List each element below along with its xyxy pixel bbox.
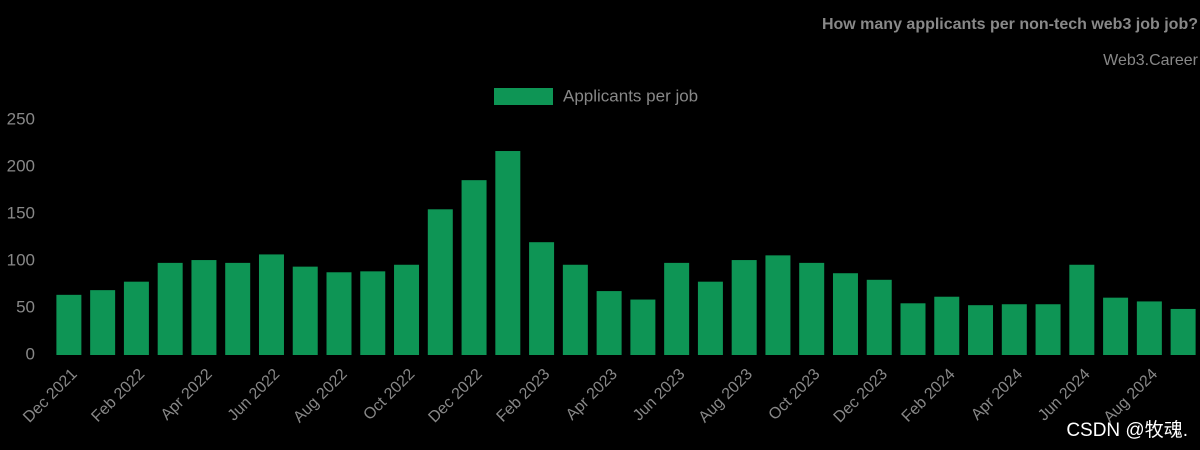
bar bbox=[427, 209, 453, 355]
x-tick-label: Jun 2022 bbox=[225, 366, 284, 425]
bar bbox=[1136, 301, 1162, 355]
bar bbox=[900, 303, 926, 355]
x-tick-label: Dec 2021 bbox=[20, 366, 81, 427]
bar bbox=[596, 291, 622, 355]
bar bbox=[866, 279, 892, 355]
x-tick-label: Feb 2023 bbox=[494, 366, 554, 426]
bar bbox=[326, 272, 352, 355]
bar bbox=[562, 264, 588, 355]
x-tick-label: Dec 2023 bbox=[831, 366, 892, 427]
bar bbox=[56, 294, 82, 355]
x-tick-label: Aug 2023 bbox=[696, 366, 757, 427]
x-tick-label: Feb 2024 bbox=[899, 366, 959, 426]
x-tick-label: Aug 2024 bbox=[1101, 366, 1162, 427]
bar bbox=[394, 264, 420, 355]
bar bbox=[1035, 304, 1061, 355]
bar bbox=[258, 254, 284, 355]
y-tick-label: 150 bbox=[7, 203, 35, 222]
x-tick-label: Oct 2023 bbox=[766, 366, 824, 424]
chart-subtitle: Web3.Career bbox=[1103, 52, 1199, 69]
y-tick-label: 50 bbox=[16, 297, 35, 316]
x-tick-label: Aug 2022 bbox=[290, 366, 351, 427]
x-tick-label: Oct 2022 bbox=[360, 366, 418, 424]
bar bbox=[1170, 308, 1196, 355]
bar bbox=[934, 296, 960, 355]
bar bbox=[495, 151, 521, 355]
bar bbox=[1001, 304, 1027, 355]
y-tick-label: 0 bbox=[26, 344, 35, 363]
x-tick-label: Apr 2024 bbox=[968, 366, 1026, 424]
bar bbox=[461, 180, 487, 355]
bar bbox=[731, 260, 757, 355]
bar bbox=[225, 262, 251, 355]
legend-swatch[interactable] bbox=[494, 88, 553, 105]
bar bbox=[697, 281, 723, 355]
bar bbox=[360, 271, 386, 355]
watermark: CSDN @牧魂. bbox=[1066, 419, 1188, 441]
bar bbox=[292, 266, 318, 355]
bar bbox=[765, 255, 791, 355]
x-tick-label: Apr 2022 bbox=[158, 366, 216, 424]
x-tick-label: Jun 2024 bbox=[1035, 366, 1094, 425]
bar bbox=[191, 260, 217, 355]
x-tick-label: Apr 2023 bbox=[563, 366, 621, 424]
bar bbox=[1069, 264, 1095, 355]
y-tick-label: 100 bbox=[7, 250, 35, 269]
bar bbox=[968, 305, 994, 355]
bar bbox=[1103, 297, 1129, 355]
y-tick-label: 250 bbox=[7, 109, 35, 128]
bar bbox=[529, 242, 555, 355]
bar bbox=[832, 273, 858, 355]
y-tick-label: 200 bbox=[7, 156, 35, 175]
x-tick-label: Jun 2023 bbox=[630, 366, 689, 425]
bar bbox=[123, 281, 149, 355]
bar bbox=[664, 262, 690, 355]
bar bbox=[157, 262, 183, 355]
x-tick-label: Feb 2022 bbox=[88, 366, 148, 426]
legend-label[interactable]: Applicants per job bbox=[563, 86, 698, 105]
x-tick-label: Dec 2022 bbox=[425, 366, 486, 427]
bar bbox=[799, 262, 825, 355]
bar bbox=[630, 299, 656, 355]
bar bbox=[90, 290, 116, 355]
chart-title: How many applicants per non-tech web3 jo… bbox=[822, 16, 1198, 33]
